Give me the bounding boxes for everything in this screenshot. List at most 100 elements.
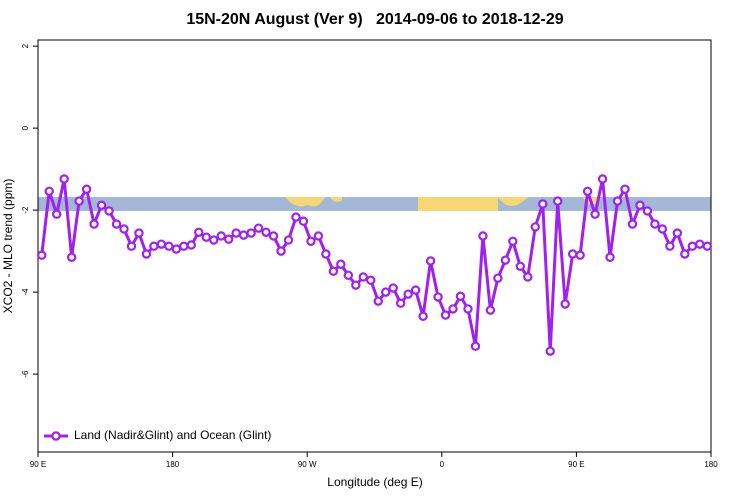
data-point [410,285,421,295]
data-point [470,341,481,351]
data-point [104,206,114,216]
data-point [223,234,234,244]
y-tick-label: 2 [21,43,30,48]
data-point [253,223,264,233]
land-band [285,197,325,207]
data-point [687,241,698,251]
data-point [328,266,339,276]
data-point [66,252,77,262]
data-point [538,199,548,209]
x-tick-label: 180 [166,460,180,469]
data-point [545,346,555,356]
data-point [351,280,361,290]
data-point [418,311,428,322]
data-point [455,291,466,301]
data-point [590,209,600,219]
data-point [238,230,249,240]
data-point [366,275,376,285]
data-point [179,241,189,251]
data-point [560,299,570,309]
data-point [149,241,159,251]
data-point [515,261,526,271]
data-point [395,298,406,308]
y-tick-label: -6 [21,370,30,378]
land-ocean-band [38,197,711,211]
data-point [605,252,615,262]
data-point [216,231,226,241]
data-point [89,219,99,229]
y-tick-label: 0 [21,125,30,130]
data-point [620,184,630,194]
data-point [650,219,660,229]
data-point [209,235,219,245]
data-point [523,272,533,282]
data-point [74,196,84,206]
x-tick-label: 180 [704,460,718,469]
data-point [657,224,668,234]
data-point [171,244,182,254]
data-point [37,250,47,260]
data-point [59,174,69,184]
data-point [283,235,294,245]
data-point [567,249,578,259]
data-point [134,228,144,238]
data-point [665,241,675,251]
x-tick-label: 90 W [298,460,317,469]
data-point [111,219,122,229]
data-point [680,249,690,259]
data-point [373,296,383,306]
data-point [164,241,174,251]
data-point [500,255,511,265]
data-point [403,289,413,299]
data-point [575,250,585,260]
data-point [425,256,436,266]
data-point [627,219,638,229]
data-point [156,239,167,249]
data-point [201,232,211,242]
data-point [313,231,324,241]
data-point [695,239,705,249]
data-point [141,249,152,259]
data-point [276,246,286,256]
data-point [612,196,623,206]
data-point [81,184,92,194]
data-point [553,196,563,206]
data-point [582,186,593,196]
data-point [343,270,354,281]
data-point [463,304,473,314]
legend-marker [51,431,61,441]
land-band [330,197,342,202]
data-point [672,228,683,238]
data-point [635,200,645,210]
y-axis-label: XCO2 - MLO trend (ppm) [1,179,15,314]
data-point [381,287,391,297]
data-point [291,212,301,222]
data-point [478,231,488,241]
data-point [306,236,316,246]
data-point [597,174,608,184]
legend-label: Land (Nadir&Glint) and Ocean (Glint) [74,428,271,442]
data-point [530,222,540,232]
data-point [448,304,458,314]
data-point [388,283,398,293]
data-point [321,249,331,259]
data-point [298,216,309,226]
x-tick-label: 90 E [30,460,46,469]
data-point [493,273,503,283]
data-point [44,186,54,196]
data-point [268,231,279,241]
data-point [96,200,107,210]
data-point [194,227,204,237]
ocean-band [38,197,711,211]
land-band [418,197,498,211]
data-point [485,305,496,315]
data-point [508,236,518,246]
data-point [51,209,62,219]
land-band [498,197,528,206]
y-tick-label: -2 [21,206,30,214]
x-tick-label: 90 E [568,460,584,469]
chart-title: 15N-20N August (Ver 9) 2014-09-06 to 201… [186,11,563,28]
x-axis-label: Longitude (deg E) [327,475,422,489]
y-tick-label: -4 [21,288,30,296]
data-point [126,241,137,251]
